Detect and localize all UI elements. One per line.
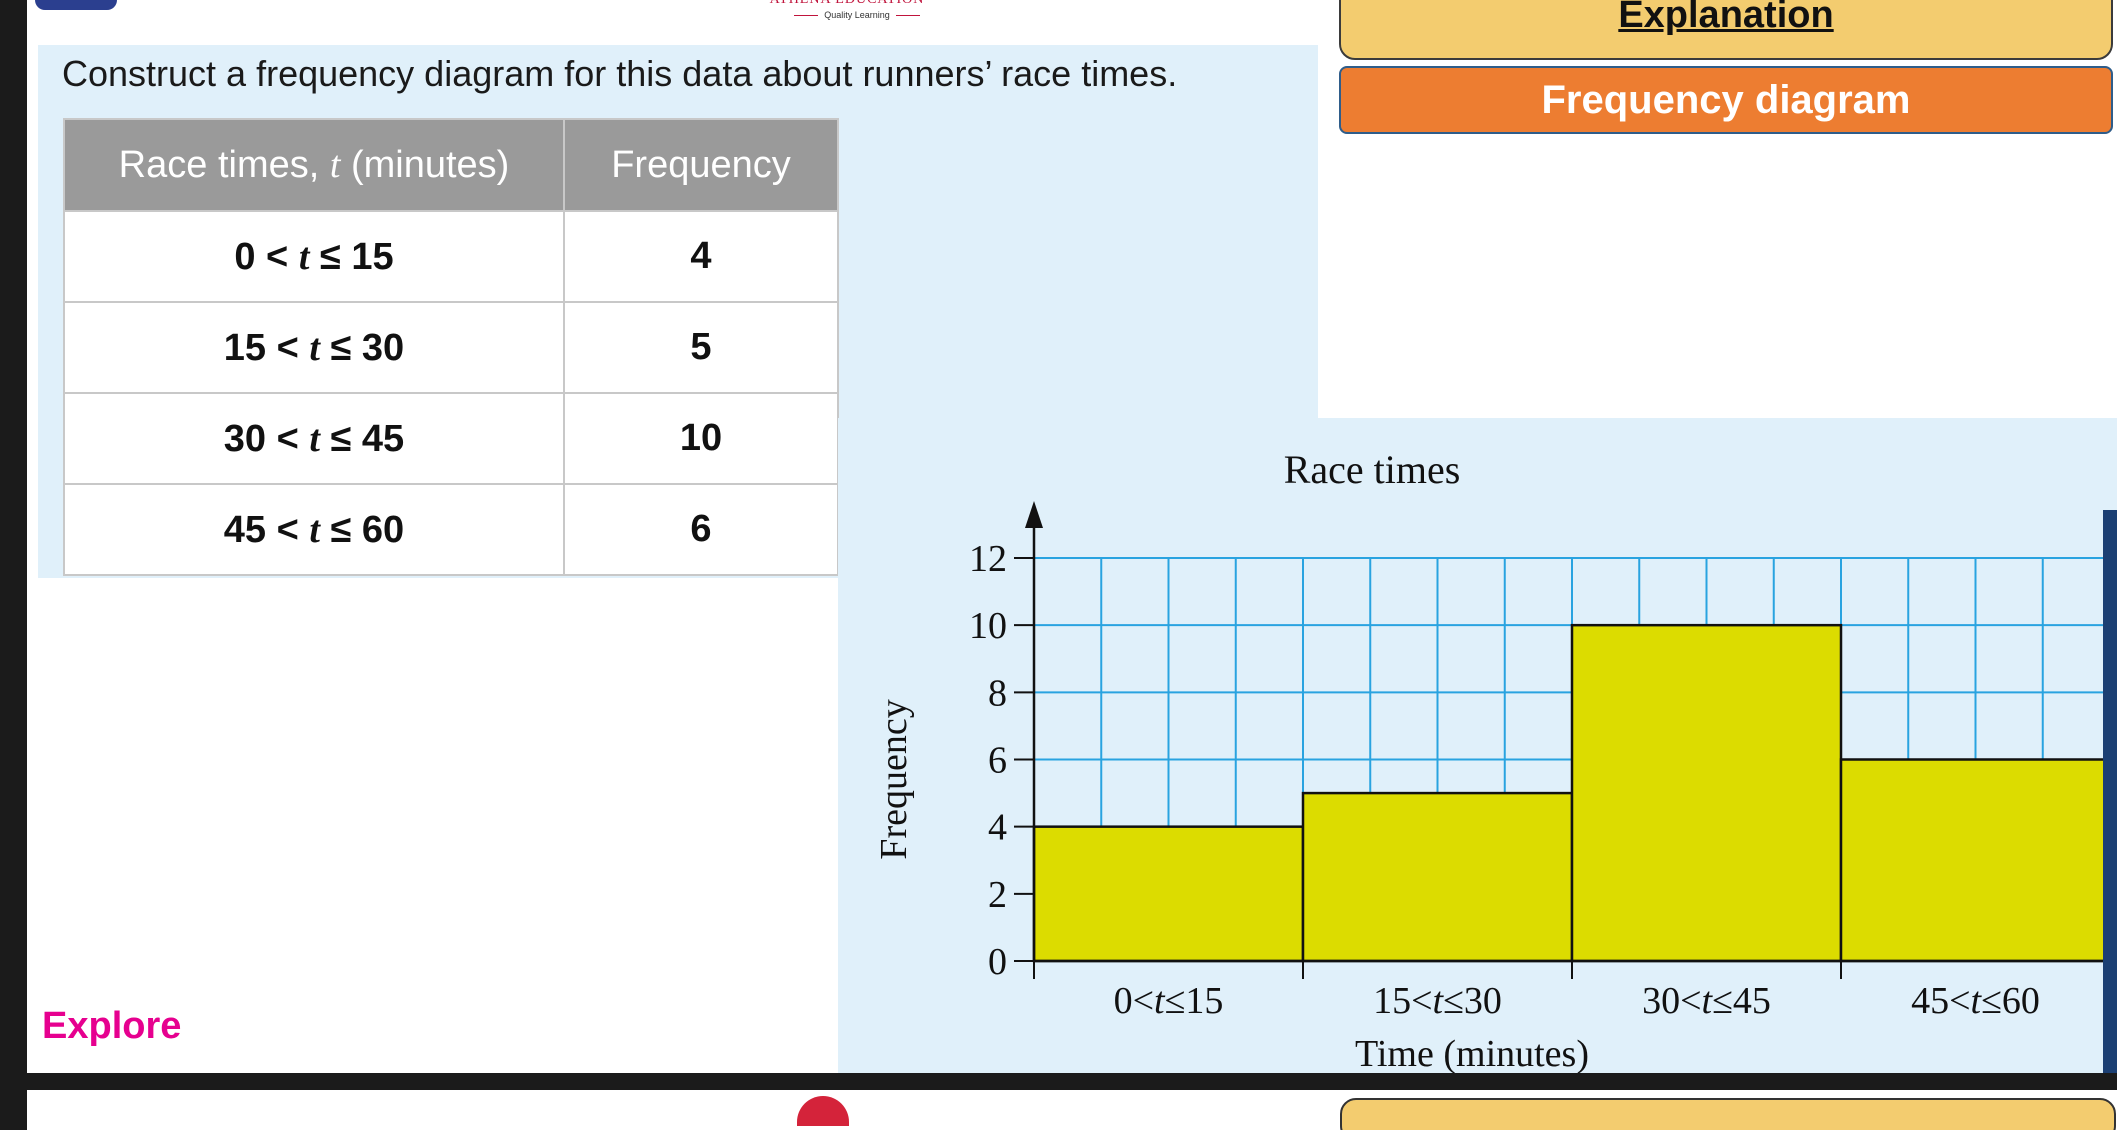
school-logo <box>35 0 117 10</box>
explore-label[interactable]: Explore <box>42 1005 182 1047</box>
table-row: 15 < t ≤ 30 5 <box>63 301 839 394</box>
x-tick-label: 0<t≤15 <box>1114 980 1224 1022</box>
header-race-times: Race times, t (minutes) <box>63 118 565 212</box>
race-time-range: 45 < t ≤ 60 <box>63 483 565 576</box>
table-row: 0 < t ≤ 15 4 <box>63 210 839 303</box>
table-header-row: Race times, t (minutes) Frequency <box>63 118 839 212</box>
question-text: Construct a frequency diagram for this d… <box>62 53 1178 94</box>
table-row: 45 < t ≤ 60 6 <box>63 483 839 576</box>
brand-name: ATHENA EDUCATION <box>717 0 977 8</box>
bar-4 <box>1839 758 2112 963</box>
race-time-range: 0 < t ≤ 15 <box>63 210 565 303</box>
next-slide-logo <box>797 1096 849 1126</box>
y-tick-label: 10 <box>969 605 1007 647</box>
brand-tagline: Quality Learning <box>762 10 952 20</box>
frequency-value: 6 <box>563 483 839 576</box>
chart-title: Race times <box>1284 447 1461 492</box>
frequency-diagram-button[interactable]: Frequency diagram <box>1339 66 2113 134</box>
y-tick-label: 6 <box>988 740 1007 782</box>
frequency-value: 4 <box>563 210 839 303</box>
explanation-label: Explanation <box>1618 0 1834 36</box>
chart-panel: 0 2 4 6 8 10 12 0<t≤15 15<t≤30 30<t≤45 45<t≤60 Race… <box>838 418 2117 1073</box>
y-axis-arrow <box>1025 501 1043 528</box>
explanation-tab[interactable]: Explanation <box>1339 0 2113 60</box>
frequency-table: Race times, t (minutes) Frequency 0 < t … <box>63 118 839 576</box>
next-slide-tab <box>1340 1098 2116 1130</box>
x-axis-label: Time (minutes) <box>1355 1033 1589 1073</box>
next-slide-preview <box>27 1090 2117 1130</box>
x-tick-label: 45<t≤60 <box>1911 980 2040 1022</box>
x-tick-label: 30<t≤45 <box>1642 980 1771 1022</box>
race-time-range: 30 < t ≤ 45 <box>63 392 565 485</box>
frequency-value: 10 <box>563 392 839 485</box>
bar-2 <box>1301 791 1574 963</box>
frequency-diagram-label: Frequency diagram <box>1541 78 1911 122</box>
frequency-value: 5 <box>563 301 839 394</box>
bar-1 <box>1032 825 1305 963</box>
y-axis-label: Frequency <box>873 699 915 859</box>
y-tick-label: 2 <box>988 874 1007 916</box>
table-row: 30 < t ≤ 45 10 <box>63 392 839 485</box>
bar-3 <box>1570 623 1843 963</box>
y-tick-label: 0 <box>988 941 1007 983</box>
y-tick-label: 12 <box>969 538 1007 580</box>
y-tick-label: 8 <box>988 672 1007 714</box>
frequency-chart: 0 2 4 6 8 10 12 0<t≤15 15<t≤30 30<t≤45 45<t≤60 Race… <box>873 447 2112 1073</box>
x-tick-label: 15<t≤30 <box>1373 980 1502 1022</box>
question-panel: Construct a frequency diagram for this d… <box>38 45 1318 578</box>
header-frequency: Frequency <box>563 118 839 212</box>
y-tick-label: 4 <box>988 807 1007 849</box>
race-time-range: 15 < t ≤ 30 <box>63 301 565 394</box>
slide: ATHENA EDUCATION Quality Learning Constr… <box>27 0 2117 1073</box>
